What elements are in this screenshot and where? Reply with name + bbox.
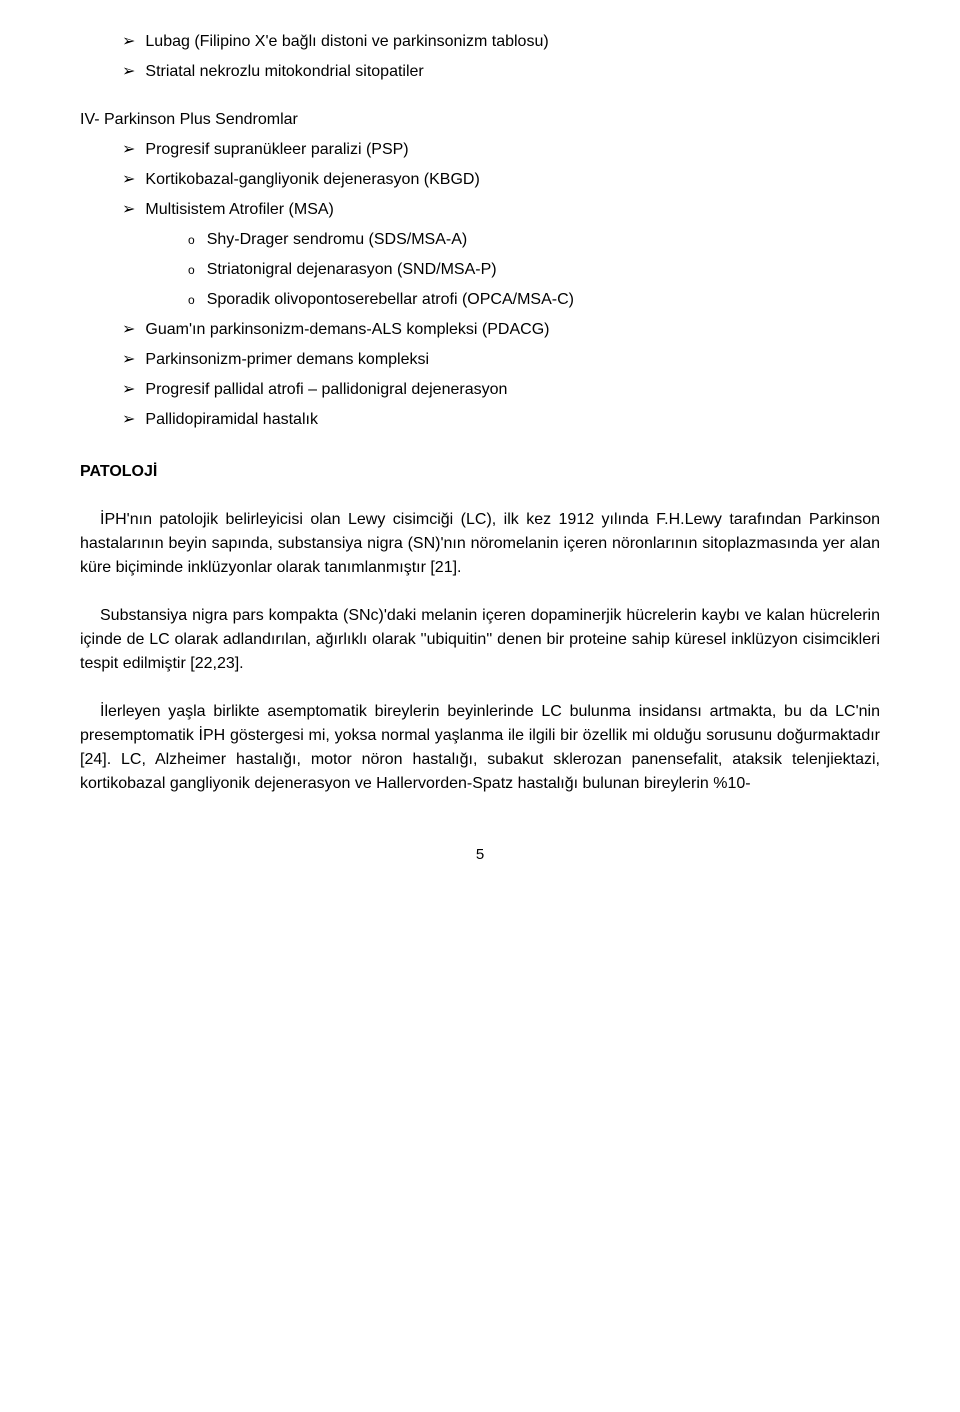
sub-item-text: Sporadik olivopontoserebellar atrofi (OP…: [207, 288, 574, 312]
paragraph-3: İlerleyen yaşla birlikte asemptomatik bi…: [80, 700, 880, 796]
bullet-marker: ➢: [122, 30, 135, 54]
bullet-marker: ➢: [122, 408, 135, 432]
paragraph-2: Substansiya nigra pars kompakta (SNc)'da…: [80, 604, 880, 676]
list-item-text: Guam'ın parkinsonizm-demans-ALS kompleks…: [145, 318, 549, 342]
sub-item-text: Shy-Drager sendromu (SDS/MSA-A): [207, 228, 468, 252]
bullet-marker: ➢: [122, 318, 135, 342]
list-item: ➢ Guam'ın parkinsonizm-demans-ALS komple…: [122, 318, 880, 342]
list-item: ➢ Pallidopiramidal hastalık: [122, 408, 880, 432]
list-item-text: Lubag (Filipino X'e bağlı distoni ve par…: [145, 30, 548, 54]
list-item: ➢ Parkinsonizm-primer demans kompleksi: [122, 348, 880, 372]
bullet-list-2: ➢ Progresif supranükleer paralizi (PSP) …: [122, 138, 880, 432]
sub-list-item: o Striatonigral dejenarasyon (SND/MSA-P): [188, 258, 880, 282]
sub-list-item: o Shy-Drager sendromu (SDS/MSA-A): [188, 228, 880, 252]
list-item: ➢ Lubag (Filipino X'e bağlı distoni ve p…: [122, 30, 880, 54]
section-heading: IV- Parkinson Plus Sendromlar: [80, 108, 880, 132]
page-number: 5: [80, 844, 880, 867]
bullet-marker: ➢: [122, 348, 135, 372]
bullet-marker: ➢: [122, 138, 135, 162]
section-title: PATOLOJİ: [80, 460, 880, 484]
list-item: ➢ Progresif pallidal atrofi – pallidonig…: [122, 378, 880, 402]
sub-item-text: Striatonigral dejenarasyon (SND/MSA-P): [207, 258, 497, 282]
list-item: ➢ Kortikobazal-gangliyonik dejenerasyon …: [122, 168, 880, 192]
sub-list-item: o Sporadik olivopontoserebellar atrofi (…: [188, 288, 880, 312]
circle-marker: o: [188, 228, 195, 252]
bullet-list-1: ➢ Lubag (Filipino X'e bağlı distoni ve p…: [122, 30, 880, 84]
list-item: ➢ Multisistem Atrofiler (MSA): [122, 198, 880, 222]
list-item-text: Multisistem Atrofiler (MSA): [145, 198, 333, 222]
circle-marker: o: [188, 258, 195, 282]
list-item-text: Striatal nekrozlu mitokondrial sitopatil…: [145, 60, 423, 84]
list-item-text: Parkinsonizm-primer demans kompleksi: [145, 348, 429, 372]
paragraph-1: İPH'nın patolojik belirleyicisi olan Lew…: [80, 508, 880, 580]
bullet-marker: ➢: [122, 168, 135, 192]
list-item-text: Pallidopiramidal hastalık: [145, 408, 318, 432]
bullet-marker: ➢: [122, 378, 135, 402]
list-item-text: Kortikobazal-gangliyonik dejenerasyon (K…: [145, 168, 479, 192]
list-item: ➢ Progresif supranükleer paralizi (PSP): [122, 138, 880, 162]
bullet-marker: ➢: [122, 198, 135, 222]
bullet-marker: ➢: [122, 60, 135, 84]
circle-marker: o: [188, 288, 195, 312]
sub-list: o Shy-Drager sendromu (SDS/MSA-A) o Stri…: [188, 228, 880, 312]
list-item-text: Progresif pallidal atrofi – pallidonigra…: [145, 378, 507, 402]
list-item-text: Progresif supranükleer paralizi (PSP): [145, 138, 408, 162]
list-item: ➢ Striatal nekrozlu mitokondrial sitopat…: [122, 60, 880, 84]
